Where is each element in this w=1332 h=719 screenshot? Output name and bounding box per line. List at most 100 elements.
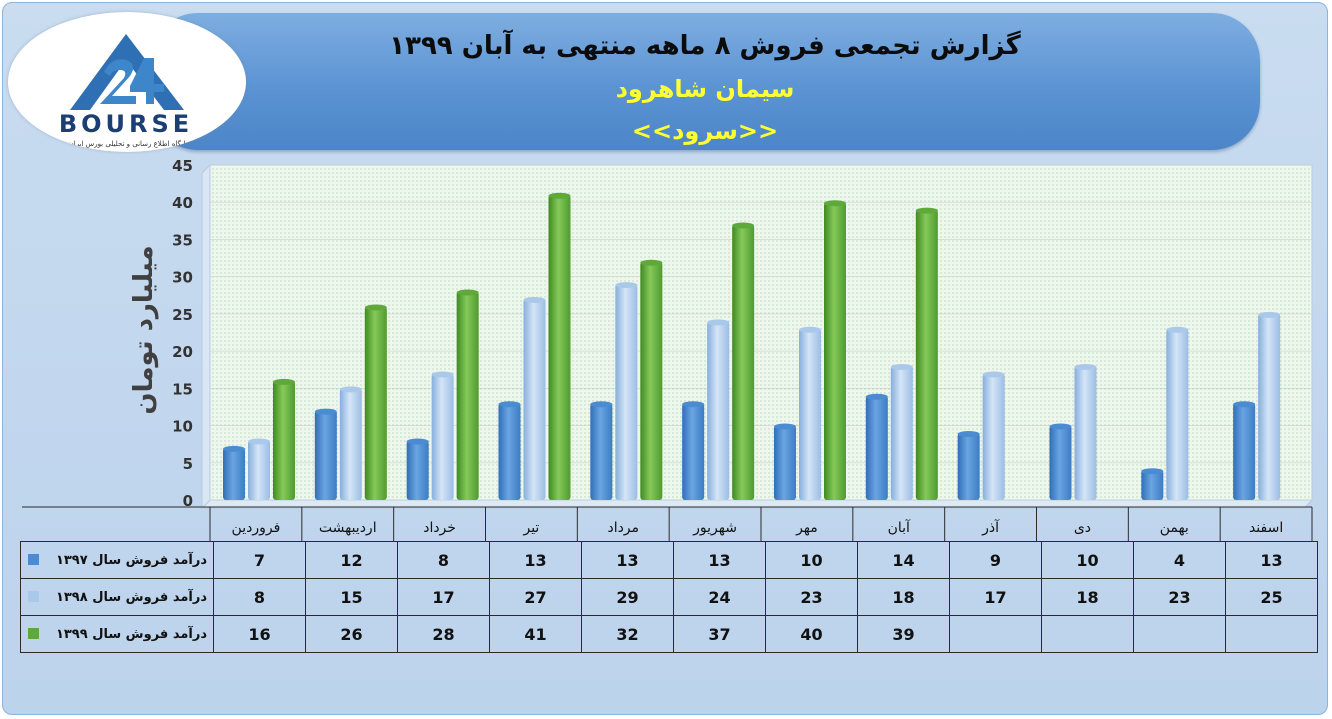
data-label: 12 xyxy=(305,541,398,579)
data-label: 41 xyxy=(489,615,582,653)
bar-cap xyxy=(273,378,295,385)
bar-body xyxy=(824,202,846,500)
bar-body xyxy=(548,194,571,500)
x-category-label: مهر xyxy=(795,520,818,536)
bar xyxy=(640,259,663,500)
bar-cap xyxy=(915,207,938,214)
bar-cap xyxy=(1141,468,1164,475)
table-row: درآمد فروش سال ۱۳۹۷ 7 12 8 13 13 13 10 14 9 10 4 13 xyxy=(20,541,1318,579)
data-label: 23 xyxy=(1133,578,1226,616)
x-category-label: آذر xyxy=(981,519,1000,536)
bar-cap xyxy=(890,364,913,370)
bar xyxy=(982,371,1005,500)
data-label: 10 xyxy=(1041,541,1134,579)
bar-cap xyxy=(957,431,980,437)
bar-cap xyxy=(682,401,705,408)
data-label: 25 xyxy=(1225,578,1318,616)
data-label: 16 xyxy=(213,615,306,653)
bar-body xyxy=(640,261,663,500)
bar-body xyxy=(799,328,821,500)
table-row: درآمد فروش سال ۱۳۹۹ 16 26 28 41 32 37 40 39 xyxy=(20,615,1318,653)
bar-body xyxy=(1141,470,1164,500)
bar-cap xyxy=(223,445,245,452)
bar-cap xyxy=(640,259,663,266)
bar-cap xyxy=(456,289,479,296)
bar xyxy=(364,304,387,500)
data-label: 17 xyxy=(397,578,490,616)
bar xyxy=(1141,468,1164,500)
bar xyxy=(456,289,479,500)
y-tick-label: 25 xyxy=(172,306,193,324)
bar-body xyxy=(615,284,638,500)
data-label: 13 xyxy=(673,541,766,579)
y-axis-label: میلیارد تومان xyxy=(129,245,159,414)
bar xyxy=(431,371,454,500)
bar-cap xyxy=(774,423,796,430)
data-label: 18 xyxy=(1041,578,1134,616)
data-label: 13 xyxy=(581,541,674,579)
bar-body xyxy=(590,403,613,500)
bar xyxy=(548,192,571,500)
bars-group xyxy=(223,192,1281,501)
data-label: 27 xyxy=(489,578,582,616)
data-label xyxy=(1133,615,1226,653)
data-label: 14 xyxy=(857,541,950,579)
bourse24-logo: BOURSE پایگاه اطلاع رسانی و تحلیلی بورس … xyxy=(8,12,246,152)
bar-cap xyxy=(1258,311,1281,318)
x-category-label: تیر xyxy=(522,520,539,536)
legend-key xyxy=(28,628,39,639)
logo-tagline: پایگاه اطلاع رسانی و تحلیلی بورس ایران xyxy=(69,139,188,148)
bar-body xyxy=(314,410,337,500)
y-axis-ticks: 0 5 10 15 20 25 30 35 40 45 xyxy=(172,157,193,510)
data-label: 32 xyxy=(581,615,674,653)
data-label: 9 xyxy=(949,541,1042,579)
bar-body xyxy=(865,395,888,500)
data-label: 8 xyxy=(213,578,306,616)
x-category-label: فروردین xyxy=(232,520,281,536)
gridlines xyxy=(210,164,1312,501)
bar xyxy=(774,423,796,500)
bar-cap xyxy=(799,326,821,333)
bar xyxy=(223,445,245,500)
bar-body xyxy=(982,373,1005,500)
data-label: 17 xyxy=(949,578,1042,616)
x-category-label: اسفند xyxy=(1249,520,1283,536)
bar-cap xyxy=(248,438,270,445)
series-legend-label: درآمد فروش سال ۱۳۹۹ xyxy=(20,615,214,653)
bar xyxy=(1258,311,1281,500)
logo-brand-text: BOURSE xyxy=(59,110,193,138)
x-category-label: دی xyxy=(1074,520,1091,536)
data-label: 4 xyxy=(1133,541,1226,579)
x-category-label: بهمن xyxy=(1160,520,1189,536)
bar-body xyxy=(682,403,705,500)
bar xyxy=(682,401,705,500)
series-legend-label: درآمد فروش سال ۱۳۹۷ xyxy=(20,541,214,579)
y-tick-label: 35 xyxy=(172,231,193,249)
bar-body xyxy=(1049,425,1072,500)
y-tick-label: 40 xyxy=(172,194,193,212)
bar xyxy=(498,401,521,500)
bar xyxy=(314,408,337,500)
bar-body xyxy=(498,403,521,500)
bar-cap xyxy=(548,192,571,199)
bar xyxy=(915,207,938,500)
bar-cap xyxy=(406,438,429,445)
bar-cap xyxy=(523,297,546,303)
x-category-label: اردیبهشت xyxy=(319,520,377,536)
data-label: 18 xyxy=(857,578,950,616)
x-category-label: آبان xyxy=(888,519,911,536)
y-tick-label: 5 xyxy=(183,455,193,473)
table-row: درآمد فروش سال ۱۳۹۸ 8 15 17 27 29 24 23 18 17 18 23… xyxy=(20,578,1318,616)
legend-key xyxy=(28,554,39,565)
plot-background xyxy=(209,164,1313,501)
data-label: 29 xyxy=(581,578,674,616)
header-banner: گزارش تجمعی فروش ۸ ماهه منتهی به آبان ۱۳… xyxy=(150,13,1260,150)
bar-cap xyxy=(364,304,387,311)
bar-cap xyxy=(498,401,521,408)
bar-body xyxy=(707,321,730,500)
ticker-symbol: <<سرود>> xyxy=(631,117,779,145)
data-label: 28 xyxy=(397,615,490,653)
y-tick-label: 45 xyxy=(172,157,193,175)
bar xyxy=(824,200,846,500)
